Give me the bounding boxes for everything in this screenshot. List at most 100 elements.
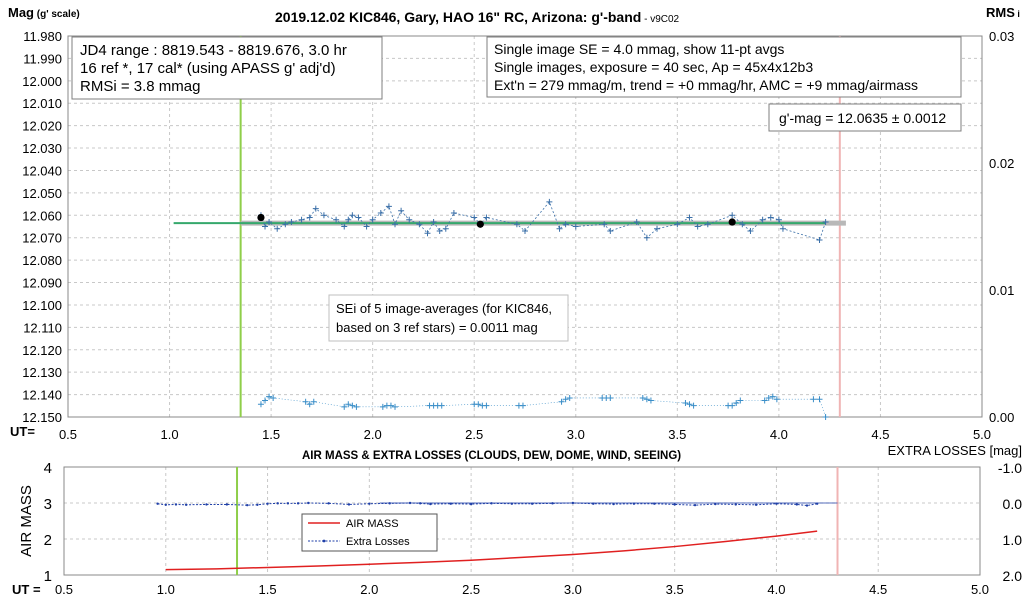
info-box-left — [71, 36, 383, 100]
magnitude-point — [471, 214, 478, 221]
magnitude-point — [562, 221, 569, 228]
x-tick-label: 1.5 — [262, 427, 280, 442]
rms-point — [341, 403, 348, 410]
y-tick-label: 12.130 — [22, 365, 62, 380]
y-tick-label: 12.040 — [22, 163, 62, 178]
magnitude-point — [633, 219, 640, 226]
extra-losses-point — [653, 502, 656, 505]
extra-losses-point — [571, 501, 575, 505]
x-axis-title: UT = — [12, 582, 41, 597]
rms-point — [270, 394, 277, 401]
rms-point — [475, 401, 482, 408]
magnitude-point — [392, 221, 399, 228]
plot-frame — [67, 35, 983, 418]
x-tick-label: 5.0 — [971, 582, 989, 597]
y2-axis-title-suffix: i — [1015, 9, 1020, 19]
y2-axis-title: EXTRA LOSSES [mag] — [888, 443, 1022, 458]
extra-losses-point — [174, 503, 178, 506]
x-tick-label: 4.0 — [770, 427, 788, 442]
magnitude-point — [262, 223, 269, 230]
x-tick-label: 5.0 — [973, 427, 991, 442]
x-tick-label: 2.5 — [462, 582, 480, 597]
x-tick-label: 3.5 — [668, 427, 686, 442]
magnitude-point — [377, 210, 384, 217]
rms-point — [257, 401, 264, 408]
info-box-left-line: JD4 range : 8819.543 - 8819.676, 3.0 hr — [80, 42, 347, 59]
legend-extra-losses-label: Extra Losses — [346, 536, 410, 548]
extra-losses-point — [673, 503, 676, 506]
y-tick-label: 12.100 — [22, 298, 62, 313]
extra-losses-point — [714, 502, 717, 506]
y-tick-label: 12.080 — [22, 253, 62, 268]
rms-point — [392, 403, 399, 410]
y-tick-label: 12.000 — [22, 74, 62, 89]
info-box-right — [486, 36, 962, 98]
rms-point — [262, 397, 269, 404]
rms-point — [822, 414, 829, 420]
y-tick-label: 12.090 — [22, 276, 62, 291]
magnitude-point — [759, 216, 766, 223]
rms-point — [761, 397, 768, 404]
x-tick-label: 0.5 — [55, 582, 73, 597]
average-point — [728, 218, 736, 226]
y-tick-label: 1 — [44, 568, 52, 585]
magnitude-point — [483, 214, 490, 221]
extra-losses-point — [184, 503, 188, 506]
x-tick-label: 2.0 — [360, 582, 378, 597]
magnitude-point — [341, 223, 348, 230]
magnitude-point — [767, 214, 774, 221]
rms-point — [816, 396, 823, 403]
y-tick-label: 12.030 — [22, 141, 62, 156]
x-tick-label: 3.0 — [564, 582, 582, 597]
extra-losses-point — [795, 503, 798, 506]
extra-losses-point — [449, 502, 452, 505]
chart-title: AIR MASS & EXTRA LOSSES (CLOUDS, DEW, DO… — [302, 450, 681, 462]
rms-point — [345, 401, 352, 408]
rms-point — [810, 396, 817, 403]
magnitude-point — [546, 198, 553, 205]
extra-losses-point — [388, 502, 391, 505]
extra-losses-point — [246, 503, 249, 507]
y2-axis-title: RMS i — [986, 5, 1020, 20]
y2-tick-label: 0.00 — [989, 410, 1014, 425]
legend-air-mass-label: AIR MASS — [346, 518, 399, 530]
extra-losses-point — [205, 503, 208, 506]
x-tick-label: 2.0 — [364, 427, 382, 442]
extra-losses-point — [327, 502, 330, 505]
legend-extra-losses-marker — [322, 539, 326, 543]
extra-losses-point — [815, 502, 819, 505]
rms-point — [769, 393, 776, 400]
y2-tick-label: 0.01 — [989, 283, 1014, 298]
rms-point — [686, 401, 693, 408]
extra-losses-point — [296, 502, 300, 505]
y2-tick-label: -1.0 — [998, 460, 1022, 476]
magnitude-point — [282, 221, 289, 228]
magnitude-point — [312, 205, 319, 212]
magnitude-point — [320, 212, 327, 219]
rms-point — [737, 397, 744, 404]
x-tick-label: 1.0 — [157, 582, 175, 597]
chart-title-main: 2019.12.02 KIC846, Gary, HAO 16" RC, Ari… — [275, 9, 641, 25]
extra-losses-point — [307, 501, 310, 505]
x-tick-label: 0.5 — [59, 427, 77, 442]
magnitude-point — [436, 227, 443, 234]
y2-tick-label: 0.03 — [989, 29, 1014, 44]
info-box-right-line: Ext'n = 279 mmag/m, trend = +0 mmag/hr, … — [494, 77, 918, 93]
rms-point — [306, 401, 313, 408]
air-mass-line — [165, 530, 818, 571]
gmag-box — [768, 103, 962, 132]
rms-point — [266, 393, 273, 400]
extra-losses-point — [469, 502, 473, 506]
x-tick-label: 3.5 — [666, 582, 684, 597]
rms-point — [438, 402, 445, 409]
magnitude-point — [345, 216, 352, 223]
legend-box — [301, 513, 438, 552]
rms-point — [379, 403, 386, 410]
y-tick-label: 12.060 — [22, 208, 62, 223]
extra-losses-point — [530, 502, 534, 505]
magnitude-point — [654, 225, 661, 232]
magnitude-point — [607, 227, 614, 234]
x-tick-label: 1.0 — [161, 427, 179, 442]
rms-point — [349, 402, 356, 409]
